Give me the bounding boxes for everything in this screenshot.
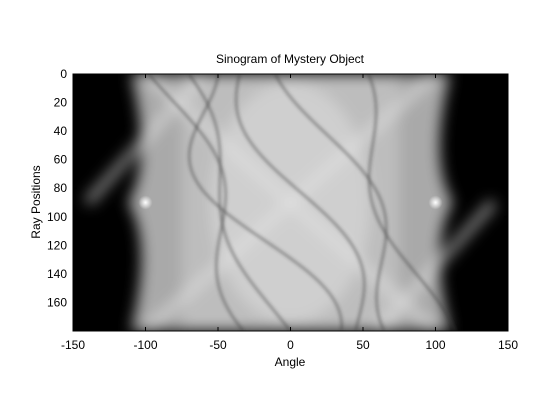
sinogram-heatmap bbox=[73, 74, 508, 331]
chart-title: Sinogram of Mystery Object bbox=[216, 52, 365, 66]
x-tick-label: 150 bbox=[498, 338, 518, 352]
y-tick-label: 0 bbox=[60, 67, 67, 81]
y-axis-label: Ray Positions bbox=[29, 165, 43, 238]
bright-diagonal bbox=[142, 74, 439, 331]
vertex-point bbox=[138, 195, 153, 210]
sinogram-curve bbox=[187, 74, 292, 331]
y-tick-label: 60 bbox=[54, 153, 68, 167]
vertex-point bbox=[428, 195, 443, 210]
y-tick-label: 120 bbox=[47, 238, 67, 252]
y-tick-label: 160 bbox=[47, 295, 67, 309]
sinogram-curve bbox=[367, 74, 457, 331]
sinogram-vertex-points bbox=[138, 195, 443, 210]
y-tick-label: 140 bbox=[47, 267, 67, 281]
x-tick-label: 100 bbox=[425, 338, 445, 352]
sinogram-curve bbox=[274, 74, 388, 331]
y-tick-label: 40 bbox=[54, 124, 68, 138]
sinogram-curve bbox=[148, 74, 245, 331]
y-tick-label: 80 bbox=[54, 181, 68, 195]
sinogram-curve bbox=[235, 74, 366, 331]
y-axis: 0 20 40 60 80 100 120 140 160 bbox=[47, 67, 508, 309]
sinogram-curve bbox=[188, 74, 343, 331]
bright-diagonal bbox=[83, 74, 208, 206]
y-tick-label: 20 bbox=[54, 96, 68, 110]
x-tick-label: 0 bbox=[287, 338, 294, 352]
x-tick-label: -150 bbox=[61, 338, 85, 352]
x-axis-label: Angle bbox=[275, 355, 306, 369]
sinogram-curves bbox=[148, 74, 457, 331]
x-tick-label: -50 bbox=[209, 338, 227, 352]
x-tick-label: 50 bbox=[356, 338, 370, 352]
bright-diagonal bbox=[373, 199, 498, 331]
x-axis: -150 -100 -50 0 50 100 150 bbox=[61, 74, 518, 352]
y-tick-label: 100 bbox=[47, 210, 67, 224]
sinogram-body bbox=[83, 74, 498, 331]
x-tick-label: -100 bbox=[133, 338, 157, 352]
